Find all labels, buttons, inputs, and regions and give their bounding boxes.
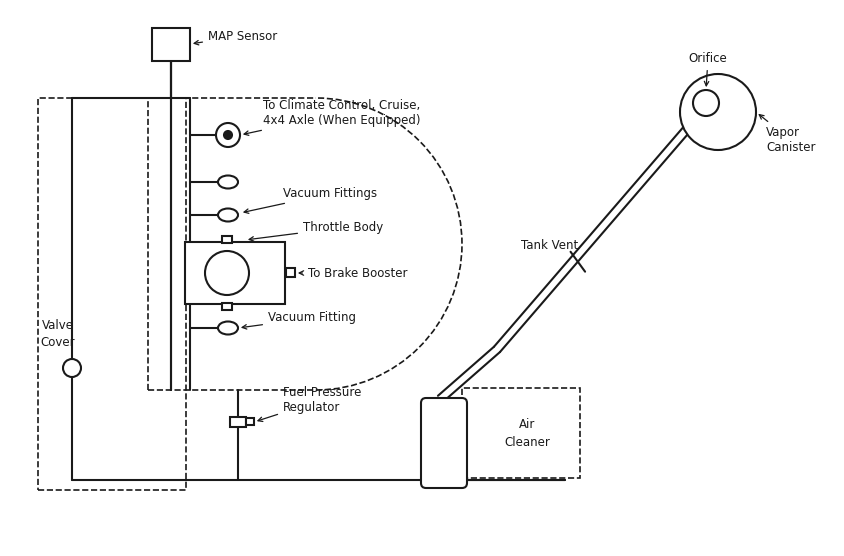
Bar (230, 417, 246, 427)
Text: MAP Sensor: MAP Sensor (194, 29, 277, 45)
Text: Air
Cleaner: Air Cleaner (504, 418, 549, 449)
Bar (185, 242, 285, 304)
Text: Vacuum Fitting: Vacuum Fitting (242, 311, 356, 329)
Text: Tank Vent: Tank Vent (521, 239, 578, 252)
Bar (246, 418, 254, 425)
Ellipse shape (218, 176, 238, 188)
Text: Valve
Cover: Valve Cover (41, 319, 75, 349)
Bar (462, 388, 580, 478)
Text: Vapor
Canister: Vapor Canister (760, 115, 815, 154)
Text: Orifice: Orifice (689, 52, 728, 86)
Bar (38, 98, 186, 490)
Text: To Brake Booster: To Brake Booster (299, 266, 408, 280)
Text: Throttle Body: Throttle Body (249, 221, 383, 241)
Text: To Climate Control, Cruise,
4x4 Axle (When Equipped): To Climate Control, Cruise, 4x4 Axle (Wh… (244, 99, 420, 135)
Ellipse shape (218, 208, 238, 221)
Bar (286, 268, 295, 277)
Circle shape (693, 90, 719, 116)
Circle shape (224, 131, 232, 139)
Circle shape (216, 123, 240, 147)
Bar (222, 303, 232, 310)
Bar (222, 236, 232, 243)
Ellipse shape (218, 321, 238, 335)
Circle shape (63, 359, 81, 377)
Circle shape (680, 74, 756, 150)
Text: Fuel Pressure
Regulator: Fuel Pressure Regulator (258, 386, 361, 421)
FancyBboxPatch shape (421, 398, 467, 488)
Circle shape (205, 251, 249, 295)
Text: Vacuum Fittings: Vacuum Fittings (244, 187, 377, 214)
Bar (152, 28, 190, 61)
